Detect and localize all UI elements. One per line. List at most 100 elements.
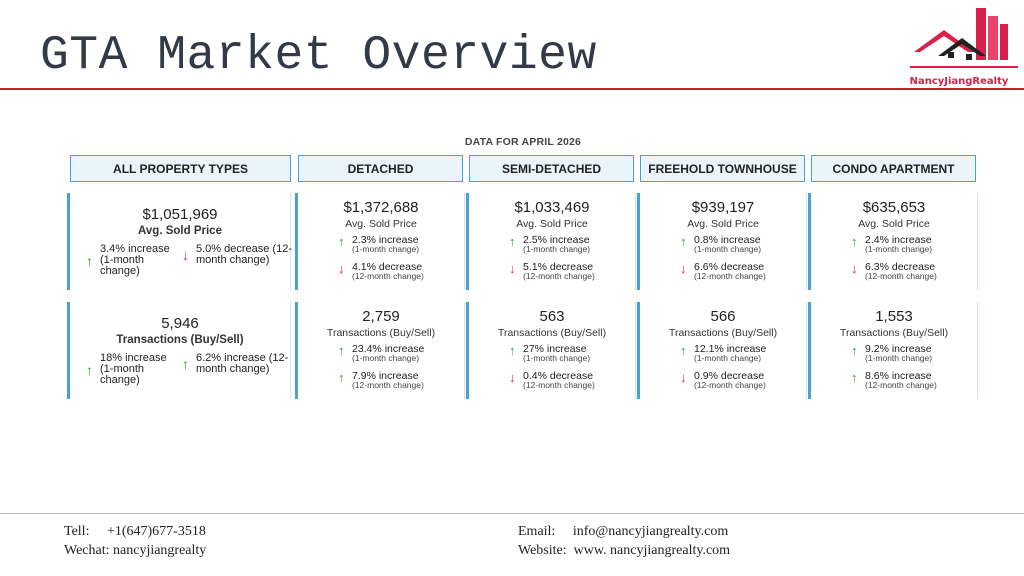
- condo-apartment-price-label: Avg. Sold Price: [858, 218, 930, 230]
- phone-text: Tell: +1(647)677-3518: [64, 524, 206, 539]
- semi-detached-price-card: $1,033,469 Avg. Sold Price ↑ 2.5% increase(…: [466, 193, 636, 290]
- condo-apartment-tx-value: 1,553: [875, 308, 913, 325]
- all-avg-price: $1,051,969: [142, 206, 218, 223]
- freehold-townhouse-price-value: $939,197: [691, 199, 755, 216]
- header-detached: DETACHED: [298, 155, 463, 182]
- detached-tx-card: 2,759 Transactions (Buy/Sell) ↑ 23.4% incre…: [295, 302, 465, 399]
- arrow-up-icon: ↑: [509, 234, 516, 249]
- change-period-note: (12-month change): [352, 271, 424, 281]
- header-all-property-types: ALL PROPERTY TYPES: [70, 155, 291, 182]
- change-text: 0.4% decrease: [523, 370, 594, 382]
- change-text: 8.6% increase: [865, 370, 932, 382]
- change-text: 6.6% decrease: [694, 261, 765, 273]
- change-period-note: (12-month change): [523, 380, 595, 390]
- wechat-text: Wechat: nancyjiangrealty: [64, 543, 207, 558]
- header-semi-detached: SEMI-DETACHED: [469, 155, 634, 182]
- change-text: 12.1% increase: [694, 343, 767, 355]
- condo-apartment-tx-label: Transactions (Buy/Sell): [839, 327, 949, 339]
- change-period-note: (1-month change): [694, 353, 762, 363]
- arrow-up-icon: ↑: [86, 361, 93, 378]
- logo: NancyJiangRealty: [900, 4, 1020, 88]
- change-period-note: (12-month change): [523, 271, 595, 281]
- detached-tx-value: 2,759: [362, 308, 400, 325]
- change-text: 2.3% increase: [352, 234, 419, 246]
- freehold-townhouse-tx-label: Transactions (Buy/Sell): [668, 327, 778, 339]
- page-title: GTA Market Overview: [40, 29, 597, 83]
- freehold-townhouse-price-card: $939,197 Avg. Sold Price ↑ 0.8% increase (1-…: [637, 193, 807, 290]
- footer-contact-left: Tell: +1(647)677-3518 Wechat: nancyjiang…: [64, 522, 206, 560]
- arrow-down-icon: ↓: [680, 370, 687, 385]
- arrow-up-icon: ↑: [851, 370, 858, 385]
- semi-detached-tx-label: Transactions (Buy/Sell): [497, 327, 607, 339]
- change-text: 7.9% increase: [352, 370, 419, 382]
- freehold-townhouse-price-12m-change: ↓ 6.6% decrease (12-month change): [680, 262, 766, 281]
- freehold-townhouse-tx-12m-change: ↓ 0.9% decrease (12-month change): [680, 371, 766, 390]
- detached-price-card: $1,372,688 Avg. Sold Price ↑ 2.3% increase(…: [295, 193, 465, 290]
- change-text: 23.4% increase: [352, 343, 425, 355]
- arrow-up-icon: ↑: [86, 252, 93, 269]
- change-text: 0.8% increase: [694, 234, 761, 246]
- logo-wordmark: NancyJiangRealty: [909, 76, 1009, 87]
- email-text: Email: info@nancyjiangrealty.com: [518, 524, 729, 539]
- detached-price-value: $1,372,688: [343, 199, 419, 216]
- arrow-up-icon: ↑: [338, 343, 345, 358]
- freehold-townhouse-tx-value: 566: [710, 308, 736, 325]
- arrow-up-icon: ↑: [338, 234, 345, 249]
- arrow-up-icon: ↑: [851, 343, 858, 358]
- detached-tx-label: Transactions (Buy/Sell): [326, 327, 436, 339]
- all-tx-1m-change: ↑ 18% increase (1-month change): [86, 352, 167, 386]
- condo-apartment-tx-1m-change: ↑ 9.2% increase (1-month change): [851, 344, 932, 363]
- change-text: 27% increase: [523, 343, 587, 355]
- semi-detached-tx-1m-change: ↑ 27% increase (1-month change): [509, 344, 590, 363]
- arrow-up-icon: ↑: [680, 343, 687, 358]
- semi-detached-tx-value: 563: [539, 308, 565, 325]
- footer-divider: [0, 513, 1024, 514]
- semi-detached-price-12m-change: ↓ 5.1% decrease (12-month change): [509, 262, 595, 281]
- detached-price-12m-change: ↓ 4.1% decrease (12-month change): [338, 262, 424, 281]
- all-transactions: 5,946: [161, 315, 199, 332]
- detached-price-label: Avg. Sold Price: [345, 218, 417, 230]
- arrow-up-icon: ↑: [338, 370, 345, 385]
- change-text: 0.9% decrease: [694, 370, 765, 382]
- change-text: 2.5% increase: [523, 234, 590, 246]
- semi-detached-price-label: Avg. Sold Price: [516, 218, 588, 230]
- arrow-down-icon: ↓: [509, 370, 516, 385]
- condo-apartment-price-card: $635,653 Avg. Sold Price ↑ 2.4% increase (1-…: [808, 193, 978, 290]
- freehold-townhouse-price-label: Avg. Sold Price: [687, 218, 759, 230]
- change-period-note: (12-month change): [352, 380, 424, 390]
- change-period-note: (12-month change): [694, 380, 766, 390]
- header-condo-apartment: CONDO APARTMENT: [811, 155, 976, 182]
- change-period-note: (1-month change): [523, 353, 591, 363]
- change-period-note: (1-month change): [523, 244, 591, 254]
- condo-apartment-price-value: $635,653: [862, 199, 926, 216]
- arrow-down-icon: ↓: [851, 261, 858, 276]
- detached-price-1m-change: ↑ 2.3% increase (1-month change): [338, 235, 419, 254]
- condo-apartment-tx-card: 1,553 Transactions (Buy/Sell) ↑ 9.2% increa…: [808, 302, 978, 399]
- condo-apartment-price-1m-change: ↑ 2.4% increase (1-month change): [851, 235, 932, 254]
- change-period-note: (1-month change): [352, 244, 420, 254]
- change-text: 4.1% decrease: [352, 261, 423, 273]
- condo-apartment-tx-12m-change: ↑ 8.6% increase (12-month change): [851, 371, 937, 390]
- change-text: 9.2% increase: [865, 343, 932, 355]
- arrow-up-icon: ↑: [680, 234, 687, 249]
- change-period-note: (12-month change): [865, 271, 937, 281]
- freehold-townhouse-tx-1m-change: ↑ 12.1% increase (1-month change): [680, 344, 766, 363]
- website-text: Website: www. nancyjiangrealty.com: [518, 543, 731, 558]
- arrow-down-icon: ↓: [338, 261, 345, 276]
- arrow-up-icon: ↑: [182, 356, 189, 372]
- detached-tx-12m-change: ↑ 7.9% increase (12-month change): [338, 371, 424, 390]
- header-freehold-townhouse: FREEHOLD TOWNHOUSE: [640, 155, 805, 182]
- change-text: 2.4% increase: [865, 234, 932, 246]
- change-period-note: (1-month change): [352, 353, 420, 363]
- change-period-note: (12-month change): [694, 271, 766, 281]
- semi-detached-tx-card: 563 Transactions (Buy/Sell) ↑ 27% increase(…: [466, 302, 636, 399]
- arrow-down-icon: ↓: [509, 261, 516, 276]
- change-period-note: (1-month change): [865, 353, 933, 363]
- data-period-label: DATA FOR APRIL 2026: [464, 136, 582, 148]
- change-period-note: (1-month change): [694, 244, 762, 254]
- arrow-down-icon: ↓: [182, 247, 189, 263]
- freehold-townhouse-tx-card: 566 Transactions (Buy/Sell) ↑ 12.1% increas…: [637, 302, 807, 399]
- change-period-note: (12-month change): [865, 380, 937, 390]
- arrow-down-icon: ↓: [680, 261, 687, 276]
- condo-apartment-price-12m-change: ↓ 6.3% decrease (12-month change): [851, 262, 937, 281]
